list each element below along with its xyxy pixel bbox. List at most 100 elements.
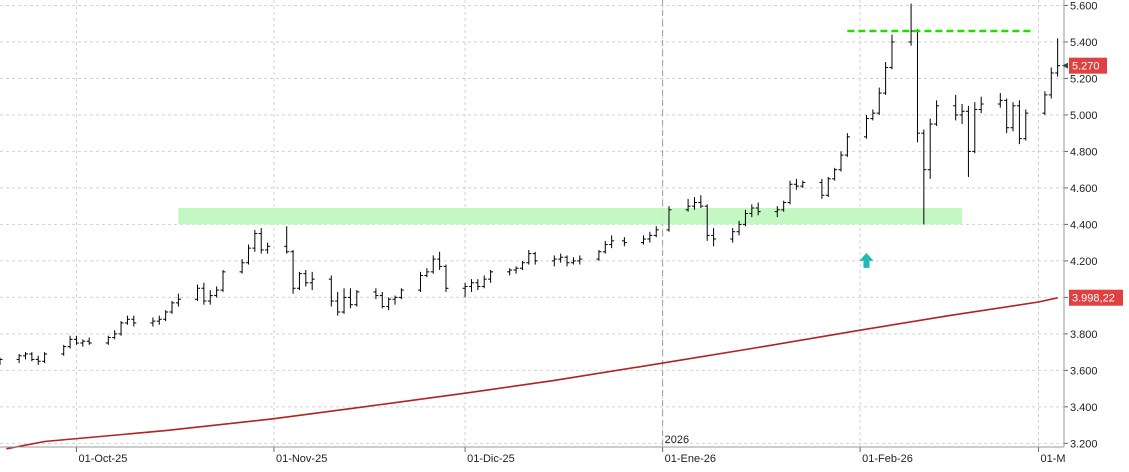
ohlc-bar [328,275,334,307]
ohlc-bar [570,257,576,265]
x-tick-label: 01-Feb-26 [862,453,913,465]
ohlc-bar [0,357,3,365]
ohlc-bar [105,335,111,345]
ohlc-bar [691,197,697,210]
ohlc-bar [373,288,379,300]
y-tick-label: 4.800 [1070,146,1098,158]
ohlc-bar [398,288,404,300]
ohlc-bar [437,251,443,271]
ohlc-bar [150,317,156,327]
ohlc-bar [602,240,608,254]
moving-average-badge [1069,289,1123,306]
x-tick-label: 01-M [1041,453,1066,465]
ohlc-bar [86,337,92,345]
last-price-badge [1069,57,1107,74]
ohlc-bar [825,176,831,198]
ohlc-bar [112,330,118,340]
ohlc-bar [883,62,889,95]
ohlc-bars-layer [0,3,1061,365]
ohlc-bar [418,271,424,292]
moving-average-layer [6,297,1058,450]
ohlc-bar [296,271,302,291]
ohlc-bar [908,3,914,46]
ohlc-bar [73,335,79,345]
ohlc-bar [207,290,213,305]
x-tick-label: 01-Ene-26 [665,453,716,465]
ohlc-bar [965,105,971,177]
x-tick-label: 01-Dic-25 [467,453,515,465]
ohlc-bar [1055,38,1061,77]
moving-average-line [6,297,1058,450]
y-tick-label: 5.200 [1070,73,1098,85]
ohlc-bar [169,301,175,314]
ohlc-bar [704,204,710,241]
ohlc-bar [577,255,583,265]
ohlc-bar [80,339,86,347]
ohlc-bar [742,209,748,227]
ohlc-bar [265,242,271,254]
x-tick-label: 01-Nov-25 [276,453,327,465]
ohlc-bar [1023,109,1029,141]
y-tick-label: 3.800 [1070,329,1098,341]
ohlc-bar [475,279,481,291]
ohlc-bar [832,167,838,181]
y-tick-label: 3.600 [1070,365,1098,377]
ohlc-bar [156,315,162,325]
ohlc-bar [972,102,978,154]
ohlc-bar [749,204,755,218]
ohlc-bar [921,129,927,225]
ohlc-bar [309,271,315,291]
y-tick-label: 3.200 [1070,438,1098,450]
ohlc-bar [564,255,570,267]
ohlc-bar [16,353,22,364]
ohlc-bar [934,100,940,126]
ohlc-bar [1042,91,1048,115]
ohlc-bar [22,352,28,360]
ohlc-bar [596,249,602,261]
ohlc-bar [284,226,290,254]
year-marker-label: 2026 [665,434,689,446]
ohlc-bar [519,260,525,271]
signal-up-arrow-icon [859,252,874,268]
ohlc-bar [698,195,704,208]
ohlc-bar [621,237,627,247]
ohlc-bar [379,291,385,309]
axes-layer: 5.600 5.400 5.200 5.000 4.800 4.600 4.400 4.200… [0,0,1123,465]
ohlc-bar [430,255,436,274]
ohlc-bar [258,228,264,254]
ohlc-bar [800,180,806,188]
support-zone [178,207,963,225]
ohlc-bar [1010,102,1016,132]
ohlc-bar [978,96,984,114]
ohlc-bar [462,282,468,298]
ohlc-bar [290,249,296,294]
ohlc-bar [488,270,494,283]
ohlc-bar [124,315,130,325]
ohlc-bar [201,282,207,305]
y-tick-label: 4.600 [1070,183,1098,195]
overlay-layer [847,29,1033,268]
last-price-label: 5.270 [1072,61,1100,73]
ohlc-bar [647,231,653,243]
ohlc-bar [844,133,850,157]
ohlc-bar [468,279,474,292]
ohlc-bar [532,251,538,265]
ohlc-bar [959,103,965,125]
ohlc-bar [863,114,869,139]
ohlc-bar [551,255,557,267]
ohlc-bar [386,297,392,311]
ohlc-bar [131,315,137,327]
ohlc-bar [195,284,201,302]
ohlc-bar [252,229,258,252]
ohlc-bar [736,220,742,236]
ohlc-bar [220,270,226,292]
ohlc-bar [29,352,35,362]
ohlc-bar [392,295,398,305]
ohlc-bar [335,291,341,316]
ohlc-bar [640,235,646,245]
support-zone-layer [178,207,963,225]
ohlc-bar [163,310,169,322]
ohlc-bar [35,355,41,365]
